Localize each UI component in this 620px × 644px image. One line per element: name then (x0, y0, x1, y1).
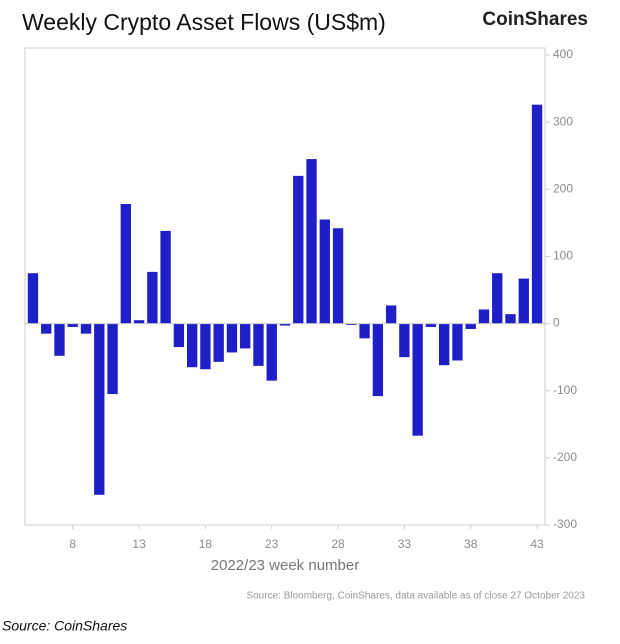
bar (94, 323, 105, 495)
bar (465, 323, 476, 329)
bar (385, 305, 397, 324)
y-tick-label: -200 (553, 450, 577, 464)
bar (306, 159, 317, 324)
bar (107, 323, 118, 395)
bar (173, 323, 185, 348)
bar (54, 323, 65, 356)
x-tick-label: 18 (199, 537, 213, 551)
bar (240, 323, 251, 349)
bar (133, 320, 145, 324)
bar (200, 323, 211, 370)
bar (452, 323, 463, 361)
bar (319, 219, 330, 324)
bar (80, 323, 92, 334)
bar (478, 309, 490, 324)
bar (505, 314, 516, 324)
bar (332, 228, 344, 324)
bar (439, 323, 450, 366)
bar (372, 323, 384, 397)
bar (226, 323, 238, 353)
bar (147, 271, 158, 324)
footer-source: Source: CoinShares (2, 618, 127, 634)
y-tick-label: 100 (553, 249, 573, 263)
source-note: Source: Bloomberg, CoinShares, data avai… (246, 591, 585, 602)
bar (41, 323, 52, 334)
brand-logo: CoinShares (482, 9, 588, 30)
bar (27, 273, 39, 324)
plot-frame (24, 47, 546, 526)
x-tick-label: 28 (331, 537, 345, 551)
bar (492, 273, 503, 324)
y-tick-label: -100 (553, 383, 577, 397)
bar (120, 204, 131, 324)
bar (531, 104, 543, 324)
x-tick-label: 43 (530, 537, 544, 551)
bar (425, 323, 437, 327)
x-tick-label: 8 (69, 537, 76, 551)
bar (293, 175, 304, 324)
y-tick-label: 200 (553, 181, 573, 195)
y-tick-label: 0 (553, 316, 560, 330)
bar (412, 323, 423, 436)
bar (160, 230, 171, 324)
bar (213, 323, 224, 362)
bar (399, 323, 410, 358)
chart-title: Weekly Crypto Asset Flows (US$m) (22, 9, 386, 35)
bar (346, 323, 357, 325)
bar (266, 323, 277, 381)
y-tick-label: -300 (553, 517, 577, 531)
x-tick-label: 13 (132, 537, 146, 551)
x-tick-label: 23 (265, 537, 279, 551)
bar (253, 323, 264, 366)
bar (279, 323, 291, 326)
bar (67, 323, 78, 327)
x-tick-label: 38 (464, 537, 478, 551)
x-axis-label: 2022/23 week number (211, 557, 359, 574)
bar (518, 278, 529, 324)
y-tick-label: 400 (553, 47, 573, 61)
y-tick-label: 300 (553, 114, 573, 128)
bar (359, 323, 370, 339)
bar (186, 323, 198, 368)
x-tick-label: 33 (398, 537, 412, 551)
